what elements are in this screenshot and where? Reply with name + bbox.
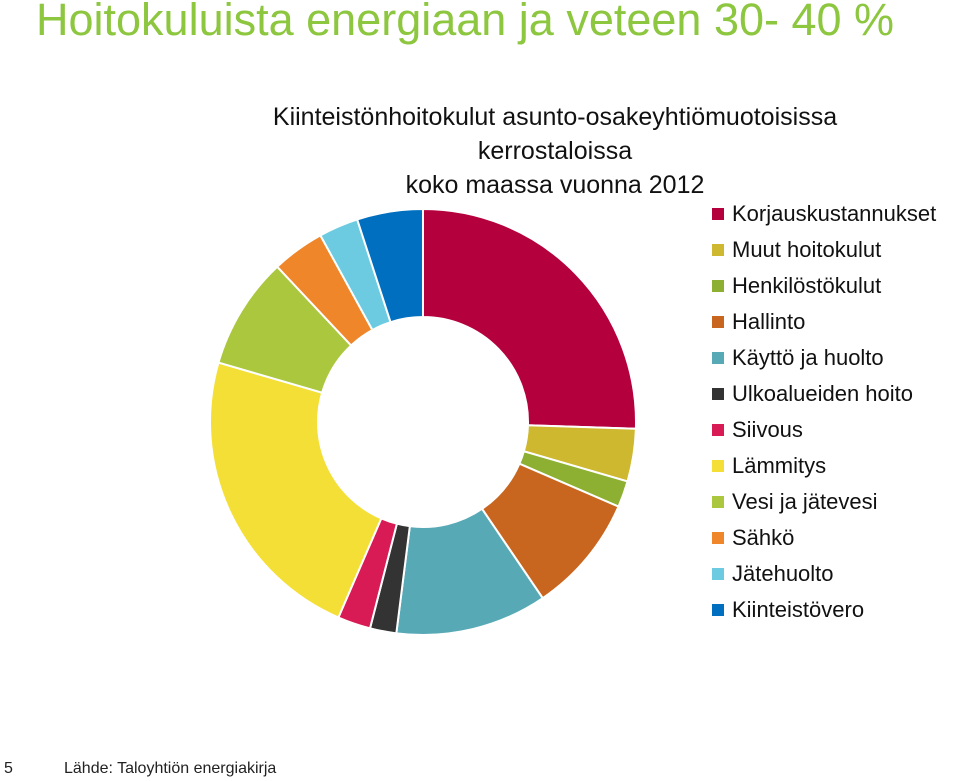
legend-item: Korjauskustannukset — [712, 196, 936, 232]
legend-item: Hallinto — [712, 304, 936, 340]
legend-item: Henkilöstökulut — [712, 268, 936, 304]
legend-item: Jätehuolto — [712, 556, 936, 592]
legend-swatch — [712, 604, 724, 616]
legend-item: Käyttö ja huolto — [712, 340, 936, 376]
legend-swatch — [712, 532, 724, 544]
donut-slice-11 — [355, 207, 424, 324]
legend-label: Korjauskustannukset — [732, 201, 937, 226]
legend-swatch — [712, 244, 724, 256]
donut-slice-7 — [209, 361, 383, 619]
legend-swatch — [712, 388, 724, 400]
chart-legend: Korjauskustannukset Muut hoitokulut Henkil… — [712, 196, 936, 628]
legend-swatch — [712, 352, 724, 364]
legend-swatch — [712, 568, 724, 580]
page-number: 5 — [4, 760, 13, 777]
chart-title: Kiinteistönhoitokulut asunto-osakeyhtiöm… — [200, 100, 910, 202]
legend-label: Käyttö ja huolto — [732, 345, 884, 370]
legend-item: Muut hoitokulut — [712, 232, 936, 268]
legend-swatch — [712, 316, 724, 328]
chart-title-line-2: kerrostaloissa — [477, 137, 633, 165]
legend-label: Sähkö — [732, 525, 795, 550]
legend-label: Hallinto — [732, 309, 806, 334]
legend-item: Vesi ja jätevesi — [712, 484, 936, 520]
legend-item: Ulkoalueiden hoito — [712, 376, 936, 412]
legend-swatch — [712, 424, 724, 436]
slide-title: Hoitokuluista energiaan ja veteen 30- 40… — [36, 0, 895, 45]
legend-label: Vesi ja jätevesi — [732, 489, 878, 514]
legend-item: Siivous — [712, 412, 936, 448]
legend-label: Lämmitys — [732, 453, 827, 478]
source-note: Lähde: Taloyhtiön energiakirja — [64, 760, 277, 777]
legend-label: Muut hoitokulut — [732, 237, 882, 262]
legend-item: Kiinteistövero — [712, 592, 936, 628]
chart-title-line-1: Kiinteistönhoitokulut asunto-osakeyhtiöm… — [272, 103, 838, 131]
legend-item: Lämmitys — [712, 448, 936, 484]
donut-chart — [209, 207, 637, 636]
legend-swatch — [712, 496, 724, 508]
legend-label: Ulkoalueiden hoito — [732, 381, 914, 406]
legend-label: Kiinteistövero — [732, 597, 865, 622]
legend-swatch — [712, 208, 724, 220]
legend-label: Siivous — [732, 417, 803, 442]
chart-title-line-3: koko maassa vuonna 2012 — [405, 171, 705, 199]
donut-slice-0 — [422, 207, 637, 430]
legend-label: Henkilöstökulut — [732, 273, 882, 298]
legend-item: Sähkö — [712, 520, 936, 556]
legend-swatch — [712, 460, 724, 472]
legend-swatch — [712, 280, 724, 292]
legend-label: Jätehuolto — [732, 561, 834, 586]
